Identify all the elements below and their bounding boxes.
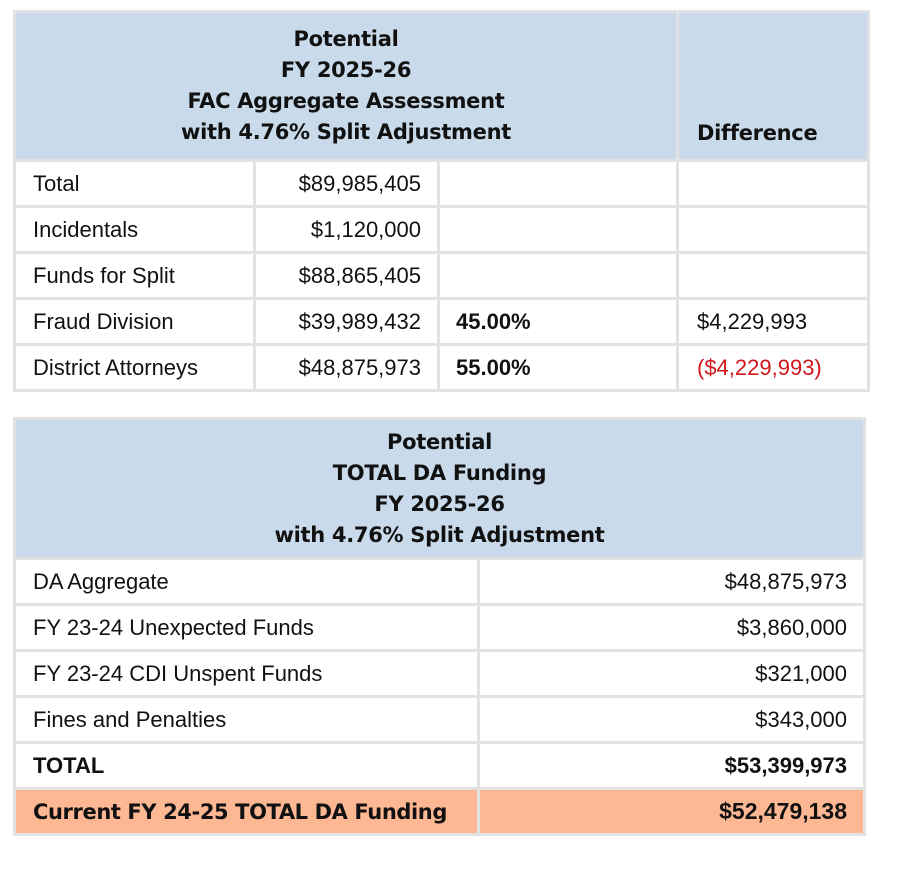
table-row: FY 23-24 Unexpected Funds $3,860,000: [13, 603, 867, 652]
funding-title-line: Potential: [387, 429, 492, 454]
fac-assessment-table: Potential FY 2025-26 FAC Aggregate Asses…: [13, 10, 870, 392]
row-label: Funds for Split: [13, 251, 256, 300]
row-percent: [437, 159, 679, 208]
total-label: TOTAL: [13, 741, 480, 790]
assessment-header-row: Potential FY 2025-26 FAC Aggregate Asses…: [13, 10, 870, 162]
row-difference: [676, 159, 870, 208]
row-percent: [437, 205, 679, 254]
table-row: DA Aggregate $48,875,973: [13, 557, 867, 606]
row-percent: 55.00%: [437, 343, 679, 392]
row-label: Fraud Division: [13, 297, 256, 346]
row-amount: $1,120,000: [253, 205, 440, 254]
row-label: FY 23-24 CDI Unspent Funds: [13, 649, 480, 698]
current-funding-row: Current FY 24-25 TOTAL DA Funding $52,47…: [13, 787, 867, 836]
row-label: FY 23-24 Unexpected Funds: [13, 603, 480, 652]
row-amount: $343,000: [476, 695, 867, 744]
assessment-title: Potential FY 2025-26 FAC Aggregate Asses…: [13, 10, 679, 162]
table-row: District Attorneys $48,875,973 55.00% ($…: [13, 343, 870, 392]
table-row: FY 23-24 CDI Unspent Funds $321,000: [13, 649, 867, 698]
assessment-title-line: with 4.76% Split Adjustment: [181, 120, 511, 144]
row-label: District Attorneys: [13, 343, 256, 392]
assessment-title-line: FY 2025-26: [280, 58, 412, 82]
total-row: TOTAL $53,399,973: [13, 741, 867, 790]
assessment-title-line: FAC Aggregate Assessment: [187, 89, 505, 113]
row-label: Fines and Penalties: [13, 695, 480, 744]
funding-title: Potential TOTAL DA Funding FY 2025-26 wi…: [12, 417, 867, 560]
row-difference: [676, 205, 870, 254]
row-percent: 45.00%: [437, 297, 679, 346]
row-difference-negative: ($4,229,993): [676, 343, 870, 392]
row-label: DA Aggregate: [13, 557, 480, 606]
row-label: Total: [13, 159, 256, 208]
row-amount: $88,865,405: [253, 251, 440, 300]
current-funding-amount: $52,479,138: [476, 787, 867, 836]
funding-title-line: with 4.76% Split Adjustment: [274, 522, 605, 547]
current-funding-label: Current FY 24-25 TOTAL DA Funding: [13, 787, 480, 836]
table-row: Total $89,985,405: [13, 159, 870, 208]
table-row: Fines and Penalties $343,000: [13, 695, 867, 744]
table-row: Funds for Split $88,865,405: [13, 251, 870, 300]
da-funding-table: Potential TOTAL DA Funding FY 2025-26 wi…: [12, 417, 867, 836]
row-amount: $3,860,000: [476, 603, 867, 652]
row-amount: $48,875,973: [476, 557, 867, 606]
row-amount: $48,875,973: [253, 343, 440, 392]
row-difference: $4,229,993: [676, 297, 870, 346]
row-label: Incidentals: [13, 205, 256, 254]
total-amount: $53,399,973: [476, 741, 867, 790]
row-amount: $39,989,432: [253, 297, 440, 346]
funding-title-line: TOTAL DA Funding: [332, 460, 547, 485]
difference-header: Difference: [676, 10, 870, 162]
row-percent: [437, 251, 679, 300]
assessment-title-line: Potential: [293, 27, 399, 51]
row-amount: $321,000: [476, 649, 867, 698]
table-row: Fraud Division $39,989,432 45.00% $4,229…: [13, 297, 870, 346]
funding-header-row: Potential TOTAL DA Funding FY 2025-26 wi…: [12, 417, 867, 560]
table-row: Incidentals $1,120,000: [13, 205, 870, 254]
funding-title-line: FY 2025-26: [374, 491, 505, 516]
row-difference: [676, 251, 870, 300]
row-amount: $89,985,405: [253, 159, 440, 208]
